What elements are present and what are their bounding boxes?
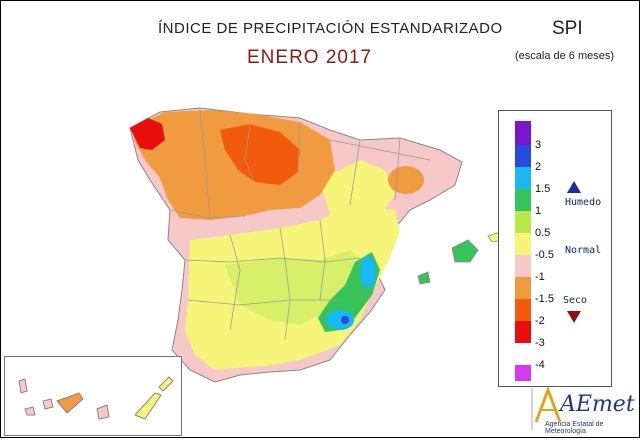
legend-swatch-dry-3 [515, 343, 531, 365]
humid-triangle-icon [567, 181, 581, 193]
legend-swatch-dry-0-5 [515, 255, 531, 277]
aemet-logo-caption: Agencia Estatal de Meteorología [545, 421, 604, 435]
legend-swatch-dry-1 [515, 277, 531, 299]
el-hierro-island [24, 406, 36, 416]
map-title: ÍNDICE DE PRECIPITACIÓN ESTANDARIZADO [158, 20, 503, 37]
legend-tick: -0.5 [535, 249, 554, 261]
legend-swatch-dry-1-5 [515, 299, 531, 321]
la-palma-island [18, 378, 28, 394]
index-name: SPI [552, 18, 583, 39]
spi-legend: 3 2 1.5 1 0.5 -0.5 -1 -1.5 -2 -3 -4 Hume… [498, 110, 612, 387]
mallorca-island [451, 239, 479, 263]
legend-swatch-wet-2 [515, 167, 531, 189]
extreme-wet-spot [341, 316, 349, 324]
legend-swatch-normal [515, 233, 531, 255]
north-normal-zone [320, 160, 395, 220]
province-borders [169, 109, 431, 341]
very-wet-zone-valencia [360, 256, 376, 288]
very-wet-zone-murcia [326, 310, 354, 330]
legend-swatch-extreme-wet [515, 121, 531, 145]
ibiza-island [417, 271, 431, 285]
very-dry-zone-galicia [130, 118, 165, 150]
legend-swatch-extreme-dry [515, 365, 531, 381]
legend-tick: 1.5 [535, 183, 551, 195]
legend-dry-label: Seco [563, 295, 588, 306]
fuerteventura-island [134, 392, 162, 420]
dry-zone-core [220, 124, 300, 185]
legend-swatch-very-wet [515, 145, 531, 167]
legend-tick: -3 [535, 337, 545, 349]
canary-islands-map [18, 376, 174, 420]
legend-swatch-wet-1-5 [515, 189, 531, 211]
legend-tick: 1 [535, 205, 542, 217]
dry-zone-ebro [388, 166, 424, 194]
aemet-logo-mark [531, 385, 562, 430]
map-subtitle: ENERO 2017 [247, 47, 373, 68]
legend-humid-label: Humedo [565, 197, 602, 208]
legend-swatch-wet-1 [515, 211, 531, 233]
legend-swatch-dry-2 [515, 321, 531, 343]
tenerife-island [56, 392, 84, 414]
index-scale: (escala de 6 meses) [515, 50, 615, 62]
legend-tick: 2 [535, 161, 542, 173]
legend-tick: -1 [535, 271, 545, 283]
canary-islands-inset [4, 356, 182, 436]
la-gomera-island [42, 398, 54, 410]
dry-triangle-icon [567, 311, 581, 323]
lanzarote-island [158, 376, 174, 392]
gran-canaria-island [96, 404, 110, 420]
aemet-logo-text: AEmet [560, 392, 635, 417]
legend-tick: -1.5 [535, 293, 554, 305]
legend-tick: 3 [535, 139, 542, 151]
legend-normal-label: Normal [565, 245, 602, 256]
legend-tick: -2 [535, 315, 545, 327]
legend-tick: -4 [535, 359, 545, 371]
legend-tick: 0.5 [535, 227, 551, 239]
